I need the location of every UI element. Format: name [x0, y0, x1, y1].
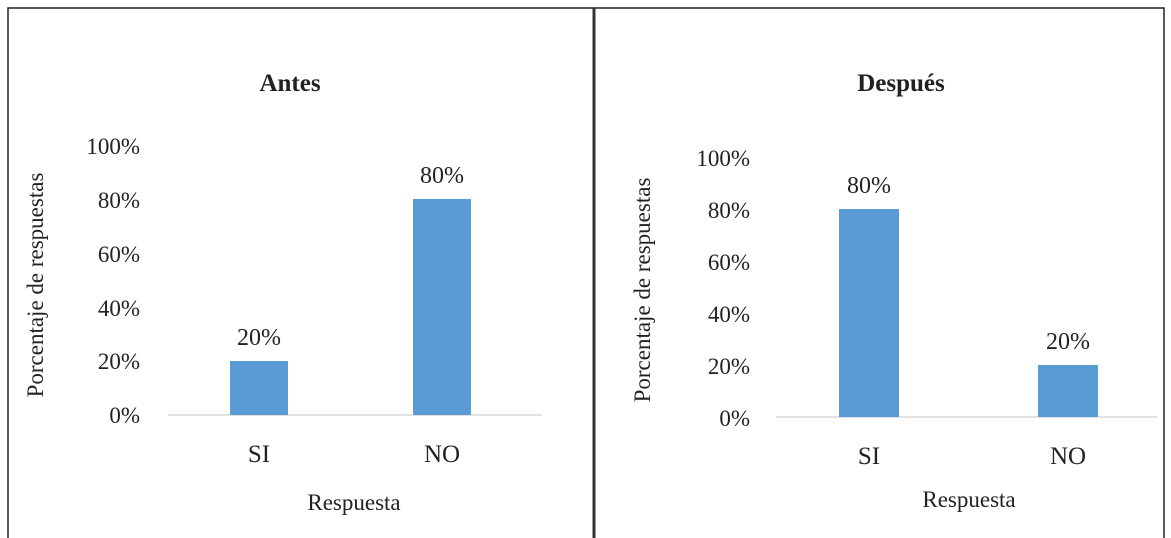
- category-label-si: SI: [858, 443, 880, 470]
- y-tick-label: 20%: [98, 349, 140, 374]
- data-label-no: 20%: [1046, 329, 1090, 355]
- category-label-no: NO: [424, 441, 460, 468]
- data-label-no: 80%: [420, 163, 464, 189]
- figure-frame: [7, 7, 1165, 538]
- bar-si: [839, 209, 899, 417]
- y-tick-label: 0%: [109, 403, 140, 428]
- y-tick-label: 40%: [98, 296, 140, 321]
- y-tick-label: 80%: [98, 188, 140, 213]
- chart-antes: Antes Porcentaje de respuestas Respuesta…: [23, 70, 542, 515]
- y-tick-label: 20%: [708, 354, 750, 379]
- chart-despues: Después Porcentaje de respuestas Respues…: [630, 70, 1157, 512]
- x-axis-title: Respuesta: [922, 487, 1015, 512]
- data-label-si: 80%: [847, 173, 891, 199]
- y-tick-label: 80%: [708, 198, 750, 223]
- chart-title: Antes: [259, 70, 320, 97]
- y-tick-label: 100%: [696, 146, 750, 171]
- category-label-si: SI: [248, 441, 270, 468]
- bar-no: [413, 199, 471, 415]
- data-label-si: 20%: [237, 325, 281, 351]
- y-tick-label: 60%: [708, 250, 750, 275]
- y-tick-label: 0%: [719, 406, 750, 431]
- bar-si: [230, 361, 288, 415]
- bar-no: [1038, 365, 1098, 417]
- y-ticks: 0% 20% 40% 60% 80% 100%: [86, 134, 140, 428]
- x-axis-title: Respuesta: [307, 490, 400, 515]
- chart-title: Después: [857, 70, 945, 97]
- y-axis-title: Porcentaje de respuestas: [630, 178, 655, 403]
- y-axis-title: Porcentaje de respuestas: [23, 173, 48, 398]
- y-tick-label: 60%: [98, 242, 140, 267]
- category-label-no: NO: [1050, 443, 1086, 470]
- y-tick-label: 100%: [86, 134, 140, 159]
- y-ticks: 0% 20% 40% 60% 80% 100%: [696, 146, 750, 431]
- y-tick-label: 40%: [708, 302, 750, 327]
